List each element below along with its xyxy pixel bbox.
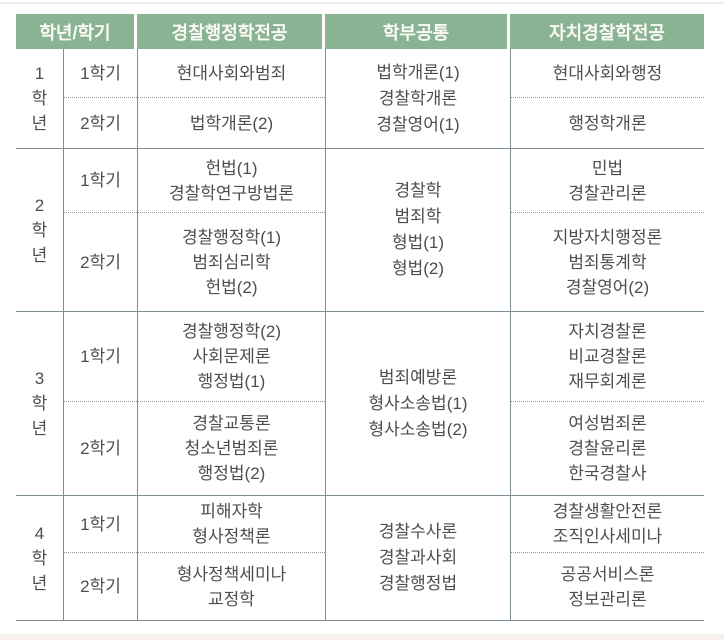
semester-column: 1학기 2학기: [63, 149, 137, 311]
table-row-year-1: 1 학 년 1학기 2학기 현대사회와범죄 법학개론(2) 법학개론(1) 경찰…: [16, 49, 704, 149]
year-label-cell: 4 학 년: [16, 496, 63, 620]
year-label: 3 학 년: [31, 369, 48, 438]
course-cell: 경찰생활안전론 조직인사세미나: [511, 496, 704, 553]
autonomous-police-major-column: 경찰생활안전론 조직인사세미나 공공서비스론 정보관리론: [510, 496, 704, 620]
course-cell: 법학개론(2): [189, 113, 274, 133]
police-admin-major-column: 현대사회와범죄 법학개론(2): [137, 49, 325, 148]
course-cell: 행정학개론: [568, 113, 647, 133]
header-autonomous-police-major: 자치경찰학전공: [510, 14, 704, 49]
header-year-semester: 학년/학기: [16, 14, 137, 49]
semester-2-label: 2학기: [80, 252, 121, 272]
semester-1-label: 1학기: [64, 312, 137, 402]
semester-2-label: 2학기: [80, 113, 121, 133]
autonomous-police-major-column: 현대사회와행정 행정학개론: [510, 49, 704, 148]
table-header-row: 학년/학기 경찰행정학전공 학부공통 자치경찰학전공: [16, 14, 704, 49]
year-label-cell: 2 학 년: [16, 149, 63, 311]
semester-1-label: 1학기: [64, 496, 137, 553]
course-cell: 경찰수사론 경찰과사회 경찰행정법: [378, 522, 458, 593]
department-common-column: 경찰수사론 경찰과사회 경찰행정법: [325, 496, 510, 620]
course-cell: 헌법(1) 경찰학연구방법론: [138, 149, 325, 213]
top-divider: [0, 2, 724, 4]
course-cell: 여성범죄론 경찰윤리론 한국경찰사: [568, 414, 647, 483]
course-cell: 경찰행정학(1) 범죄심리학 헌법(2): [182, 227, 281, 297]
course-cell: 법학개론(1) 경찰학개론 경찰영어(1): [376, 62, 460, 134]
course-cell: 경찰행정학(2) 사회문제론 행정법(1): [138, 312, 325, 402]
course-cell: 현대사회와행정: [511, 49, 704, 98]
year-label: 1 학 년: [31, 64, 48, 133]
course-cell: 피해자학 형사정책론: [138, 496, 325, 553]
course-cell: 형사정책세미나 교정학: [176, 564, 287, 609]
year-label-cell: 3 학 년: [16, 312, 63, 495]
curriculum-table: 학년/학기 경찰행정학전공 학부공통 자치경찰학전공 1 학 년 1학기 2학기…: [16, 14, 704, 621]
year-label: 4 학 년: [31, 523, 48, 593]
course-cell: 범죄예방론 형사소송법(1) 형사소송법(2): [368, 367, 468, 439]
course-cell: 자치경찰론 비교경찰론 재무회계론: [511, 312, 704, 402]
department-common-column: 경찰학 범죄학 형법(1) 형법(2): [325, 149, 510, 311]
police-admin-major-column: 피해자학 형사정책론 형사정책세미나 교정학: [137, 496, 325, 620]
course-cell: 지방자치행정론 범죄통계학 경찰영어(2): [552, 227, 663, 297]
autonomous-police-major-column: 자치경찰론 비교경찰론 재무회계론 여성범죄론 경찰윤리론 한국경찰사: [510, 312, 704, 495]
course-cell: 경찰학 범죄학 형법(1) 형법(2): [391, 181, 445, 278]
course-cell: 민법 경찰관리론: [511, 149, 704, 213]
police-admin-major-column: 경찰행정학(2) 사회문제론 행정법(1) 경찰교통론 청소년범죄론 행정법(2…: [137, 312, 325, 495]
semester-column: 1학기 2학기: [63, 312, 137, 495]
semester-column: 1학기 2학기: [63, 49, 137, 148]
semester-2-label: 2학기: [80, 439, 121, 458]
department-common-column: 법학개론(1) 경찰학개론 경찰영어(1): [325, 49, 510, 148]
semester-column: 1학기 2학기: [63, 496, 137, 620]
semester-1-label: 1학기: [64, 49, 137, 98]
department-common-column: 범죄예방론 형사소송법(1) 형사소송법(2): [325, 312, 510, 495]
header-police-admin-major: 경찰행정학전공: [137, 14, 325, 49]
semester-1-label: 1학기: [64, 149, 137, 213]
header-department-common: 학부공통: [325, 14, 510, 49]
course-cell: 공공서비스론 정보관리론: [560, 564, 655, 609]
police-admin-major-column: 헌법(1) 경찰학연구방법론 경찰행정학(1) 범죄심리학 헌법(2): [137, 149, 325, 311]
table-row-year-2: 2 학 년 1학기 2학기 헌법(1) 경찰학연구방법론 경찰행정학(1) 범죄…: [16, 149, 704, 312]
course-cell: 경찰교통론 청소년범죄론 행정법(2): [184, 414, 279, 483]
autonomous-police-major-column: 민법 경찰관리론 지방자치행정론 범죄통계학 경찰영어(2): [510, 149, 704, 311]
year-label: 2 학 년: [31, 195, 48, 265]
table-row-year-3: 3 학 년 1학기 2학기 경찰행정학(2) 사회문제론 행정법(1) 경찰교통…: [16, 312, 704, 496]
bottom-divider: [0, 634, 724, 640]
year-label-cell: 1 학 년: [16, 49, 63, 148]
table-row-year-4: 4 학 년 1학기 2학기 피해자학 형사정책론 형사정책세미나 교정학 경찰수…: [16, 496, 704, 621]
course-cell: 현대사회와범죄: [138, 49, 325, 98]
semester-2-label: 2학기: [80, 577, 121, 596]
